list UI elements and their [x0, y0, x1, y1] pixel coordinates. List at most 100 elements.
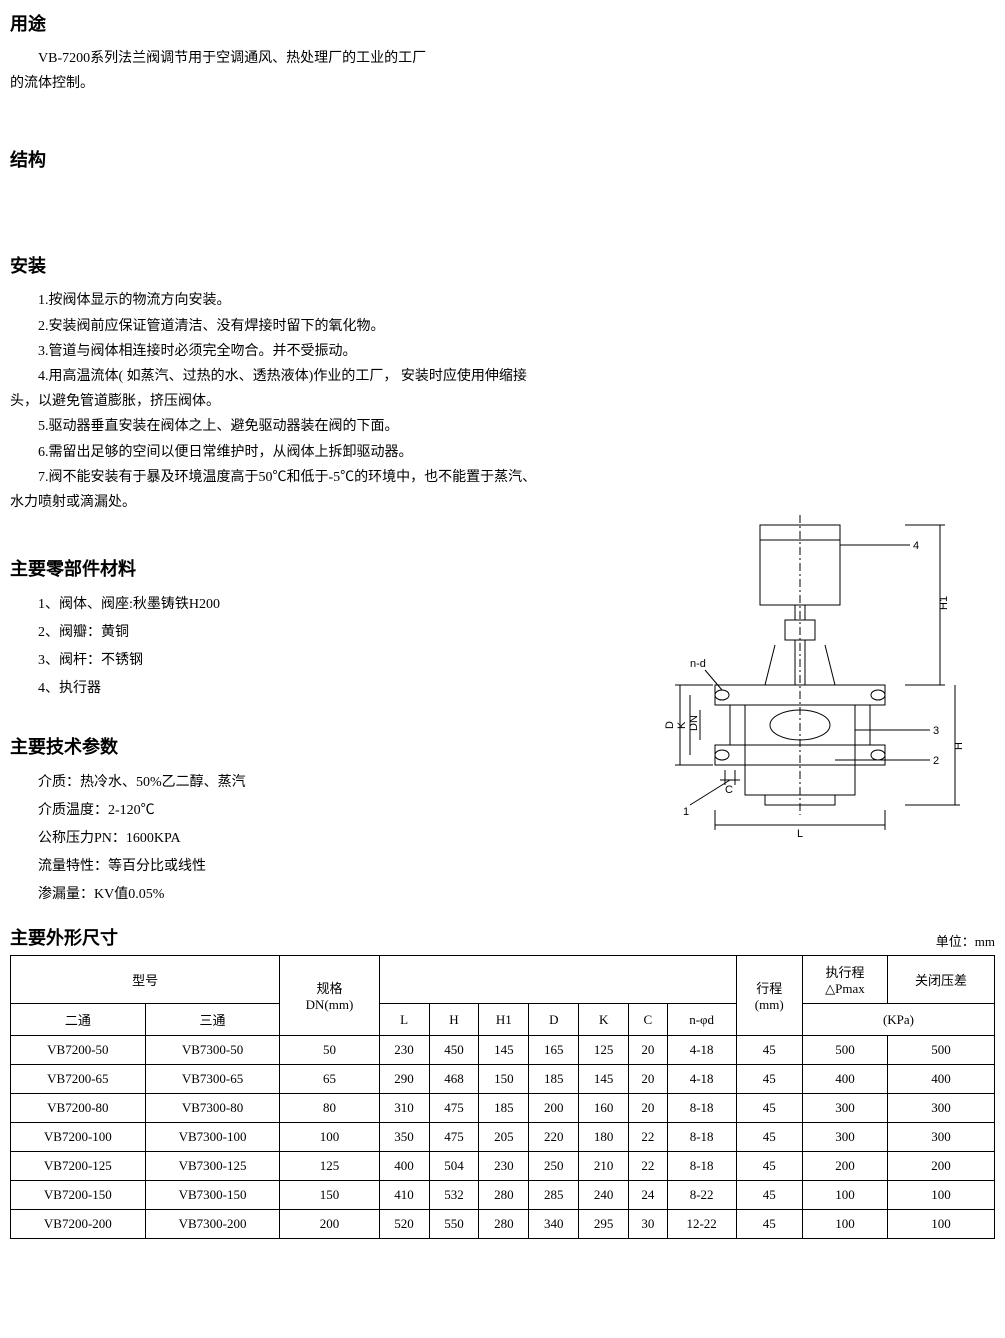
table-row: VB7200-125VB7300-12512540050423025021022…: [11, 1152, 995, 1181]
table-cell: 4-18: [667, 1036, 736, 1065]
table-cell: VB7300-100: [145, 1123, 280, 1152]
diagram-label-D: D: [664, 721, 676, 729]
table-cell: 100: [802, 1210, 887, 1239]
table-cell: 80: [280, 1094, 379, 1123]
th-nd: n-φd: [667, 1004, 736, 1036]
th-L: L: [379, 1004, 429, 1036]
table-cell: 230: [379, 1036, 429, 1065]
material-item-4: 4、执行器: [38, 675, 615, 703]
table-cell: 185: [479, 1094, 529, 1123]
th-two-way: 二通: [11, 1004, 146, 1036]
th-H1: H1: [479, 1004, 529, 1036]
table-cell: 145: [479, 1036, 529, 1065]
table-cell: 310: [379, 1094, 429, 1123]
table-row: VB7200-80VB7300-8080310475185200160208-1…: [11, 1094, 995, 1123]
th-model: 型号: [11, 956, 280, 1004]
table-cell: 160: [579, 1094, 629, 1123]
install-item-7b: 水力喷射或滴漏处。: [10, 490, 995, 515]
table-cell: 150: [280, 1181, 379, 1210]
table-cell: 280: [479, 1210, 529, 1239]
th-dpmax: 执行程 △Pmax: [802, 956, 887, 1004]
table-cell: 125: [280, 1152, 379, 1181]
diagram-label-nd: n-d: [690, 658, 706, 670]
table-cell: 300: [802, 1123, 887, 1152]
table-cell: VB7200-80: [11, 1094, 146, 1123]
table-cell: 8-18: [667, 1152, 736, 1181]
table-cell: 145: [579, 1065, 629, 1094]
materials-heading: 主要零部件材料: [10, 555, 615, 581]
table-cell: 150: [479, 1065, 529, 1094]
table-cell: 468: [429, 1065, 479, 1094]
table-cell: 500: [802, 1036, 887, 1065]
install-item-2: 2.安装阀前应保证管道清洁、没有焊接时留下的氧化物。: [10, 314, 995, 339]
table-cell: 550: [429, 1210, 479, 1239]
table-cell: VB7300-125: [145, 1152, 280, 1181]
diagram-label-2: 2: [933, 755, 939, 767]
material-item-1: 1、阀体、阀座:秋墨铸铁H200: [38, 591, 615, 619]
table-cell: 532: [429, 1181, 479, 1210]
valve-diagram: 4 3 2 1 n-d D K DN C L H1 H: [635, 515, 995, 855]
techparams-heading: 主要技术参数: [10, 733, 615, 759]
diagram-label-K: K: [676, 721, 688, 729]
table-cell: 165: [529, 1036, 579, 1065]
table-cell: 250: [529, 1152, 579, 1181]
material-item-2: 2、阀瓣：黄铜: [38, 619, 615, 647]
table-cell: 45: [736, 1036, 802, 1065]
table-cell: VB7200-100: [11, 1123, 146, 1152]
table-cell: 295: [579, 1210, 629, 1239]
table-cell: 200: [802, 1152, 887, 1181]
table-cell: 400: [802, 1065, 887, 1094]
table-row: VB7200-150VB7300-15015041053228028524024…: [11, 1181, 995, 1210]
tech-item-1: 介质：热冷水、50%乙二醇、蒸汽: [38, 769, 615, 797]
table-cell: VB7300-150: [145, 1181, 280, 1210]
table-cell: 205: [479, 1123, 529, 1152]
table-cell: 500: [888, 1036, 995, 1065]
install-item-4b: 头，以避免管道膨胀，挤压阀体。: [10, 389, 995, 414]
table-cell: VB7300-50: [145, 1036, 280, 1065]
table-cell: 350: [379, 1123, 429, 1152]
table-cell: 400: [888, 1065, 995, 1094]
unit-label: 单位：mm: [936, 931, 995, 950]
table-cell: 45: [736, 1152, 802, 1181]
table-cell: VB7200-65: [11, 1065, 146, 1094]
tech-item-2: 介质温度：2-120℃: [38, 797, 615, 825]
table-cell: 45: [736, 1094, 802, 1123]
th-kpa: (KPa): [802, 1004, 994, 1036]
table-cell: 520: [379, 1210, 429, 1239]
table-cell: 280: [479, 1181, 529, 1210]
table-cell: 450: [429, 1036, 479, 1065]
table-cell: VB7300-65: [145, 1065, 280, 1094]
table-cell: 300: [888, 1094, 995, 1123]
table-row: VB7200-65VB7300-6565290468150185145204-1…: [11, 1065, 995, 1094]
install-item-1: 1.按阀体显示的物流方向安装。: [10, 288, 995, 313]
table-cell: 475: [429, 1094, 479, 1123]
th-D: D: [529, 1004, 579, 1036]
install-item-7: 7.阀不能安装有于暴及环境温度高于50℃和低于-5℃的环境中，也不能置于蒸汽、: [10, 465, 995, 490]
dimensions-heading: 主要外形尺寸: [10, 924, 118, 950]
tech-item-3: 公称压力PN：1600KPA: [38, 825, 615, 853]
table-cell: VB7200-200: [11, 1210, 146, 1239]
table-cell: 50: [280, 1036, 379, 1065]
table-cell: 45: [736, 1181, 802, 1210]
table-cell: 22: [629, 1152, 668, 1181]
table-cell: VB7200-125: [11, 1152, 146, 1181]
table-cell: 220: [529, 1123, 579, 1152]
table-cell: 240: [579, 1181, 629, 1210]
table-cell: 45: [736, 1123, 802, 1152]
diagram-label-4: 4: [913, 540, 919, 552]
th-K: K: [579, 1004, 629, 1036]
diagram-label-H: H: [953, 742, 965, 750]
table-cell: 285: [529, 1181, 579, 1210]
install-item-6: 6.需留出足够的空间以便日常维护时，从阀体上拆卸驱动器。: [10, 440, 995, 465]
table-cell: 100: [802, 1181, 887, 1210]
table-cell: 30: [629, 1210, 668, 1239]
th-close: 关闭压差: [888, 956, 995, 1004]
installation-heading: 安装: [10, 252, 995, 278]
th-three-way: 三通: [145, 1004, 280, 1036]
structure-heading: 结构: [10, 146, 995, 172]
diagram-label-L: L: [797, 828, 803, 840]
table-cell: 475: [429, 1123, 479, 1152]
usage-text-2: 的流体控制。: [10, 71, 995, 96]
table-cell: 300: [802, 1094, 887, 1123]
table-cell: 24: [629, 1181, 668, 1210]
